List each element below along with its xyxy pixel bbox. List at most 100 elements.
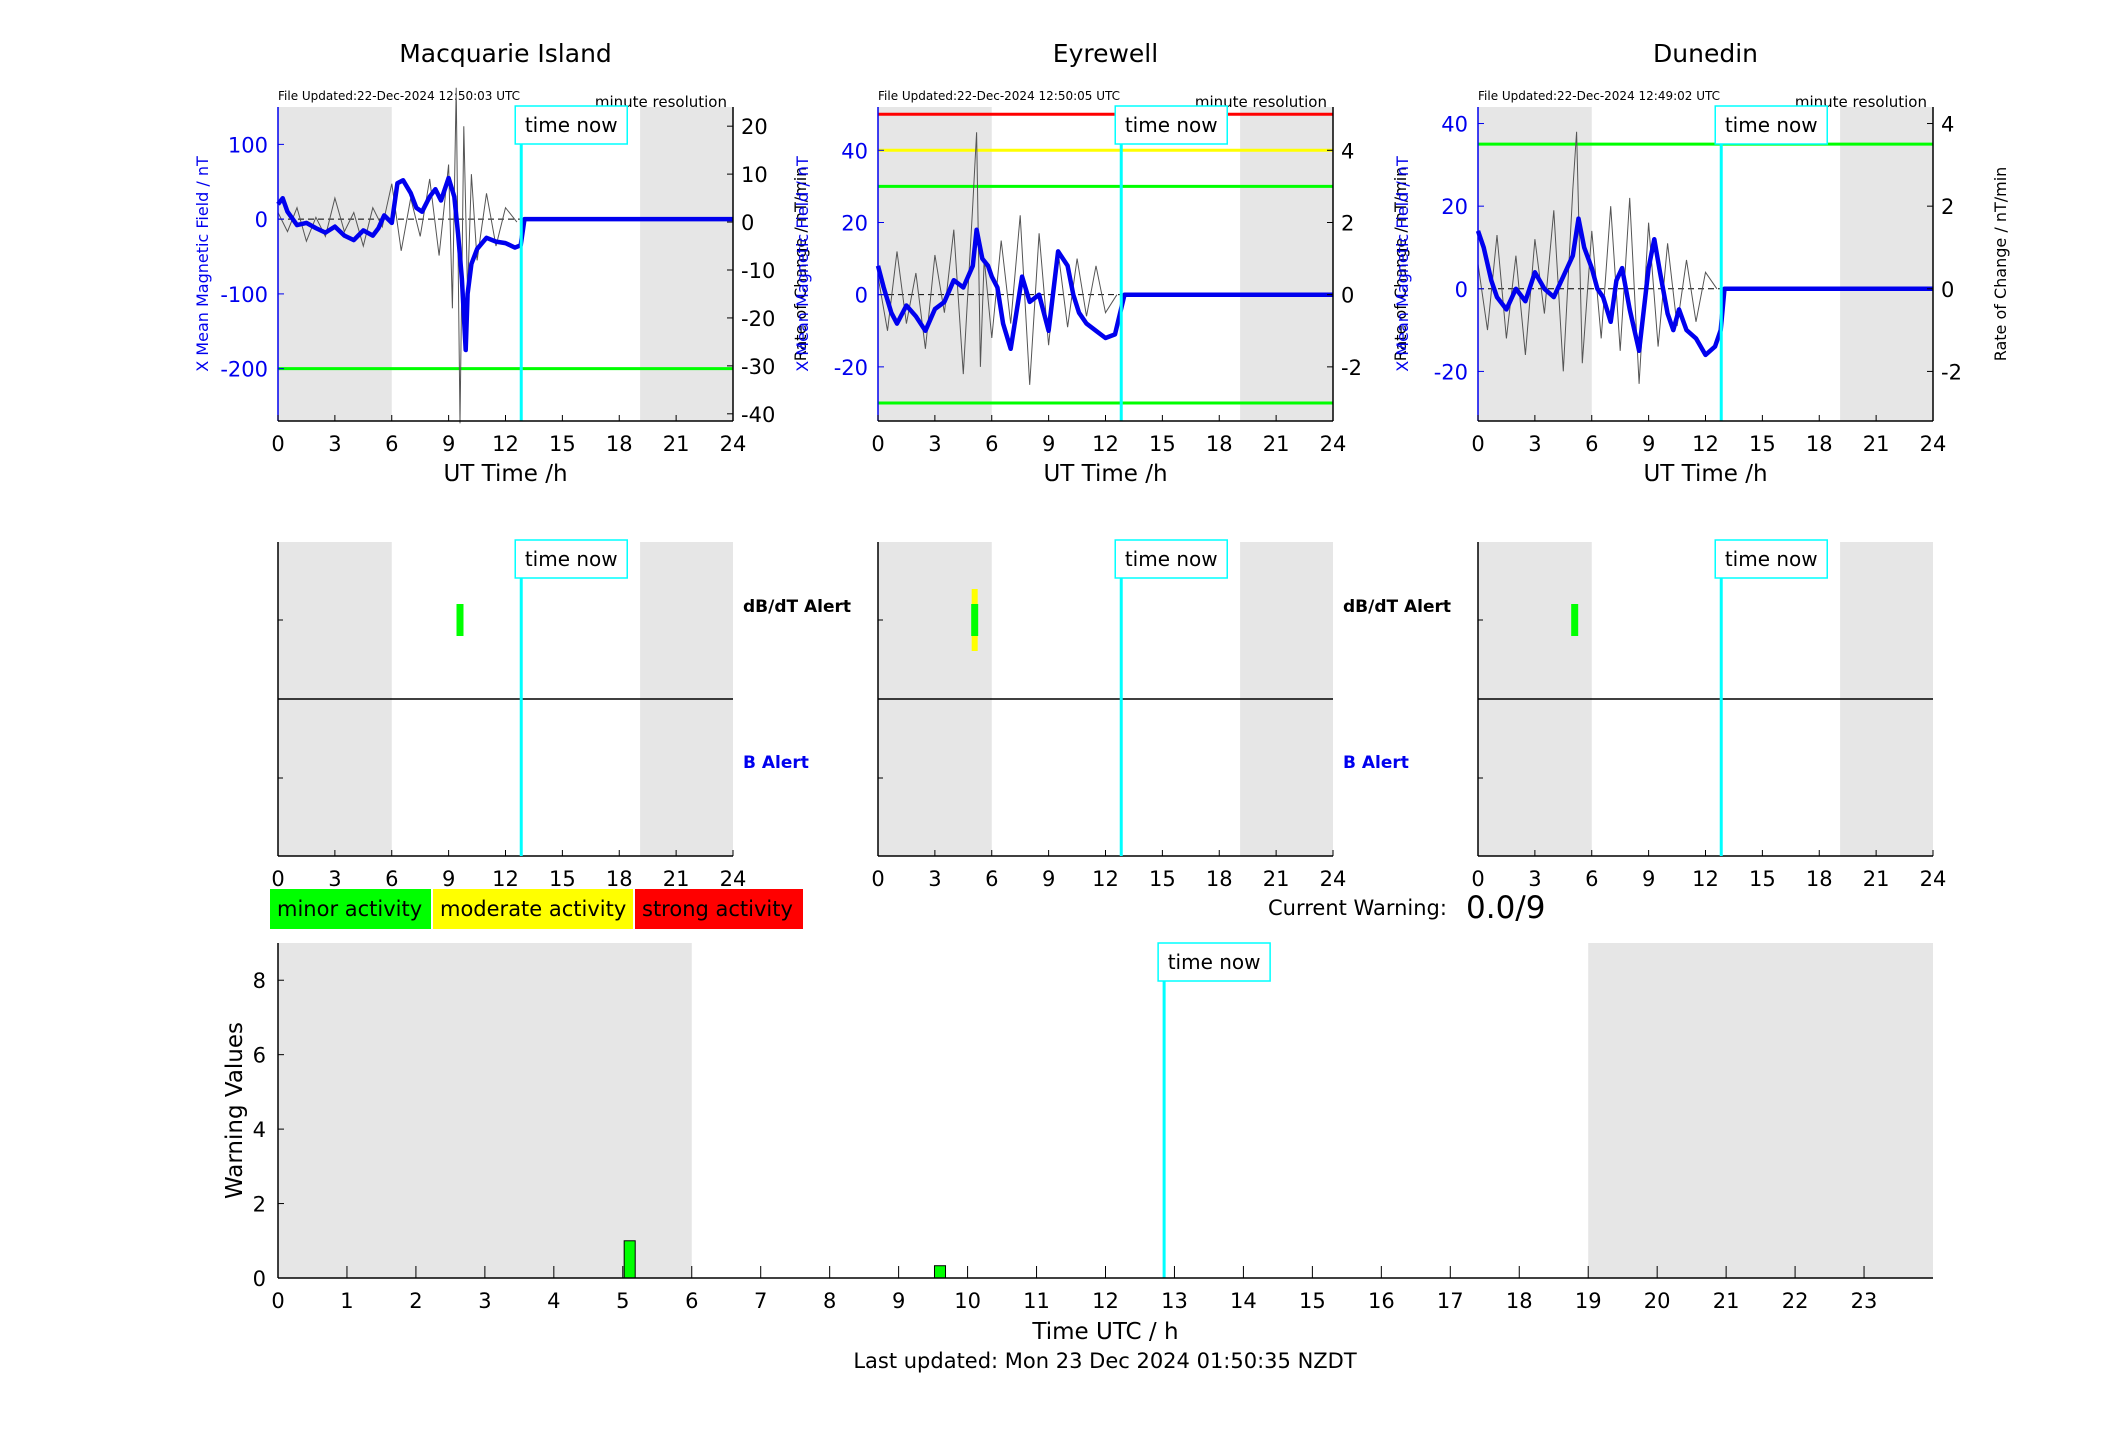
- time-now-label: time now: [1125, 547, 1218, 571]
- x-tick-label: 9: [892, 1289, 905, 1313]
- legend-swatch: [433, 889, 633, 929]
- x-tick-label: 15: [549, 432, 576, 456]
- x-tick-label: 14: [1230, 1289, 1257, 1313]
- x-tick-label: 6: [385, 432, 398, 456]
- file-updated: File Updated:22-Dec-2024 12:49:02 UTC: [1478, 89, 1720, 103]
- time-now-box: [1714, 539, 1828, 579]
- y-tick-label: 6: [253, 1044, 266, 1068]
- x-tick-label: 8: [823, 1289, 836, 1313]
- alert-chart: time now 0 3 6 9 12 15 18 21 24 dB/dT Alert B Alert: [871, 539, 1451, 891]
- x-tick-label: 17: [1437, 1289, 1464, 1313]
- left-axis-label: X Mean Magnetic Field / nT: [793, 156, 812, 372]
- right-axis-label: Rate of Change / nT/min: [1391, 167, 1410, 362]
- y-tick-label: 4: [253, 1118, 266, 1142]
- time-now-box: [1114, 539, 1228, 579]
- activity-legend: minor activity moderate activity strong ac…: [270, 889, 803, 929]
- y2-tick-label: -2: [1941, 360, 1962, 384]
- y-tick-label: 0: [255, 208, 268, 232]
- time-now-marker: time now: [1714, 539, 1828, 579]
- y-tick-label: 8: [253, 969, 266, 993]
- x-axis-label: Time UTC / h: [1031, 1319, 1178, 1345]
- night-shade: [1588, 943, 1933, 1278]
- y-tick-label: 40: [1441, 113, 1468, 137]
- x-tick-label: 0: [871, 867, 884, 891]
- x-tick-label: 6: [985, 432, 998, 456]
- station-title: Macquarie Island: [399, 39, 612, 68]
- x-tick-label: 1: [340, 1289, 353, 1313]
- x-tick-label: 3: [1528, 867, 1541, 891]
- file-updated: File Updated:22-Dec-2024 12:50:05 UTC: [878, 89, 1120, 103]
- x-tick-label: 12: [1092, 432, 1119, 456]
- x-tick-label: 12: [1092, 1289, 1119, 1313]
- x-tick-label: 6: [985, 867, 998, 891]
- x-tick-label: 24: [1320, 432, 1347, 456]
- x-tick-label: 0: [871, 432, 884, 456]
- x-tick-label: 13: [1161, 1289, 1188, 1313]
- y-tick-label: 40: [841, 139, 868, 163]
- station-chart: Dunedin File Updated:22-Dec-2024 12:49:02…: [1393, 39, 2010, 487]
- x-tick-label: 16: [1368, 1289, 1395, 1313]
- x-tick-label: 7: [754, 1289, 767, 1313]
- x-tick-label: 10: [954, 1289, 981, 1313]
- x-tick-label: 6: [685, 1289, 698, 1313]
- current-warning-value: 0.0/9: [1466, 890, 1545, 926]
- file-updated: File Updated:22-Dec-2024 12:50:03 UTC: [278, 89, 520, 103]
- time-now-marker: time now: [1714, 105, 1828, 145]
- x-tick-label: 21: [1263, 867, 1290, 891]
- x-tick-label: 22: [1782, 1289, 1809, 1313]
- x-tick-label: 9: [1042, 432, 1055, 456]
- x-tick-label: 18: [606, 867, 633, 891]
- station-title: Eyrewell: [1053, 39, 1158, 68]
- legend-label: minor activity: [277, 897, 422, 921]
- night-shade: [640, 107, 733, 421]
- night-shade: [1240, 107, 1333, 421]
- x-tick-label: 18: [606, 432, 633, 456]
- time-now-box: [1714, 105, 1828, 145]
- night-shade: [278, 943, 692, 1278]
- x-tick-label: 6: [1585, 432, 1598, 456]
- legend-label: strong activity: [642, 897, 793, 921]
- station-chart: Macquarie Island File Updated:22-Dec-2024…: [193, 39, 810, 487]
- x-tick-label: 15: [1149, 867, 1176, 891]
- y2-tick-label: 2: [1341, 211, 1354, 235]
- time-now-label: time now: [525, 113, 618, 137]
- y-tick-label: 2: [253, 1193, 266, 1217]
- b-alert-label: B Alert: [1343, 753, 1409, 773]
- x-tick-label: 3: [478, 1289, 491, 1313]
- mean-field-line: [276, 175, 733, 353]
- y2-tick-label: -30: [741, 355, 775, 379]
- x-tick-label: 12: [1092, 867, 1119, 891]
- y2-tick-label: 20: [741, 115, 768, 139]
- y2-tick-label: 10: [741, 163, 768, 187]
- time-now-box: [514, 539, 628, 579]
- dbdt-alert-label: dB/dT Alert: [743, 597, 851, 617]
- x-tick-label: 0: [271, 1289, 284, 1313]
- x-tick-label: 6: [385, 867, 398, 891]
- night-shade: [278, 107, 392, 421]
- x-axis-label: UT Time /h: [443, 461, 567, 487]
- x-tick-label: 9: [1642, 432, 1655, 456]
- x-tick-label: 12: [492, 867, 519, 891]
- station-chart: Eyrewell File Updated:22-Dec-2024 12:50:0…: [793, 39, 1410, 487]
- legend-swatch: [270, 889, 431, 929]
- station-title: Dunedin: [1653, 39, 1758, 68]
- time-now-label: time now: [1168, 950, 1261, 974]
- time-now-marker: time now: [514, 539, 628, 579]
- y2-tick-label: 0: [1341, 284, 1354, 308]
- x-tick-label: 21: [1713, 1289, 1740, 1313]
- x-tick-label: 9: [442, 867, 455, 891]
- time-now-label: time now: [525, 547, 618, 571]
- y2-tick-label: -10: [741, 259, 775, 283]
- x-tick-label: 18: [1206, 432, 1233, 456]
- time-now-label: time now: [1125, 113, 1218, 137]
- x-tick-label: 0: [271, 867, 284, 891]
- x-tick-label: 3: [1528, 432, 1541, 456]
- x-tick-label: 15: [549, 867, 576, 891]
- x-tick-label: 19: [1575, 1289, 1602, 1313]
- y2-tick-label: 2: [1941, 195, 1954, 219]
- x-tick-label: 15: [1149, 432, 1176, 456]
- time-now-box: [1114, 105, 1228, 145]
- y-axis-label: Warning Values: [222, 1022, 248, 1199]
- last-updated: Last updated: Mon 23 Dec 2024 01:50:35 N…: [853, 1349, 1357, 1373]
